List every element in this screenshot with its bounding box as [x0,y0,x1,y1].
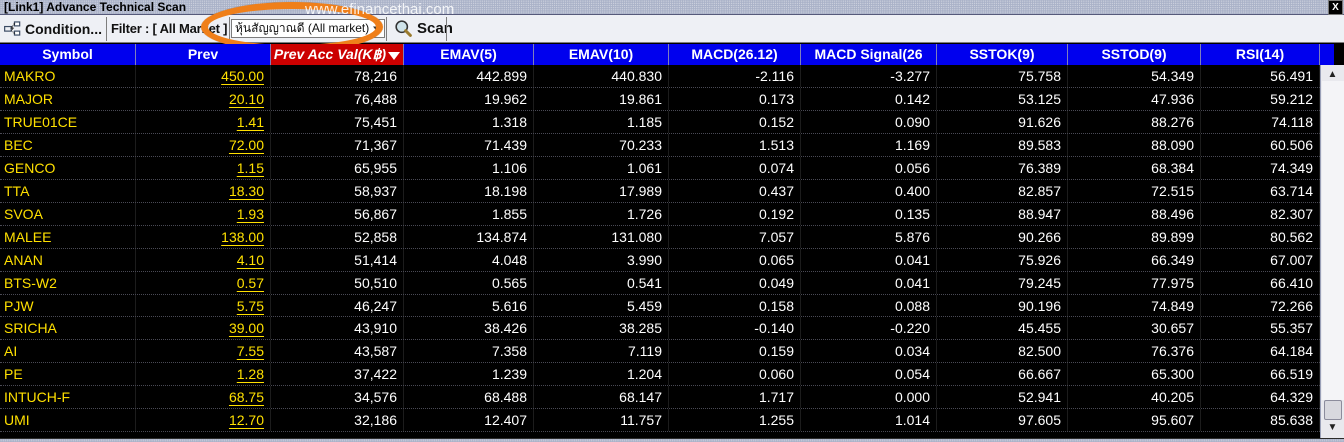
svg-text:+: + [10,23,14,32]
